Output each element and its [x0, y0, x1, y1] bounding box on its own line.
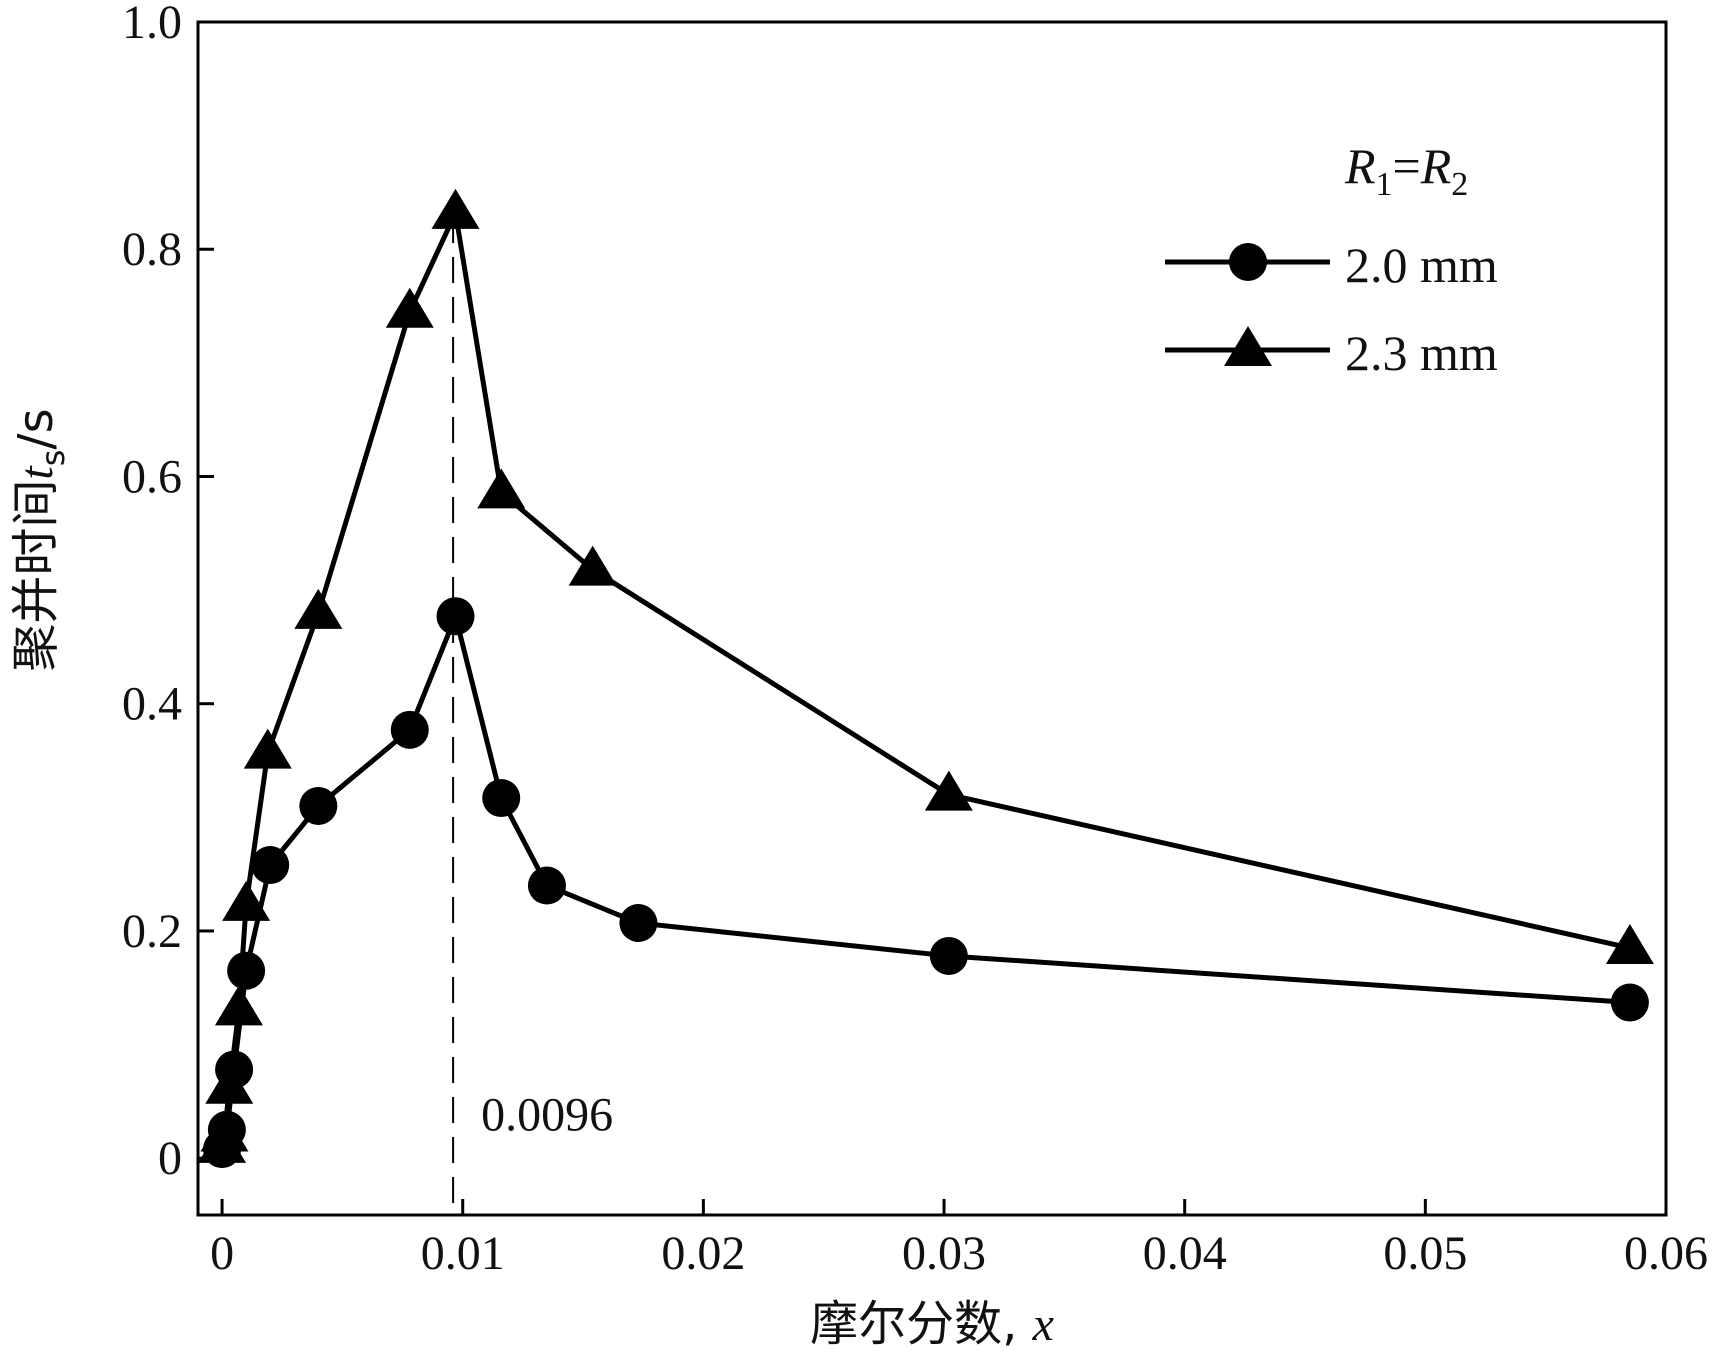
- data-point-series-2: [222, 880, 271, 921]
- data-point-series-2: [568, 545, 617, 586]
- annotation: 0.0096: [452, 217, 613, 1215]
- data-point-series-1: [390, 710, 429, 749]
- x-tick-label: 0: [210, 1227, 234, 1280]
- x-axis-title: 摩尔分数, x: [810, 1296, 1054, 1352]
- x-tick-label: 0.04: [1143, 1227, 1227, 1280]
- data-point-series-2: [200, 1111, 249, 1152]
- y-tick-label: 0: [158, 1132, 182, 1185]
- x-tick-label: 0.01: [421, 1227, 505, 1280]
- data-point-series-2: [477, 468, 526, 509]
- data-point-series-2: [1605, 923, 1654, 964]
- peak-reference-label: 0.0096: [481, 1089, 613, 1142]
- data-point-series-1: [1610, 983, 1649, 1022]
- data-point-series-1: [619, 903, 658, 942]
- y-tick-label: 1.0: [122, 0, 182, 49]
- x-tick-label: 0.03: [902, 1227, 986, 1280]
- legend-label-series-1: 2.0 mm: [1345, 237, 1498, 293]
- ticks: 0 0.01 0.02 0.03 0.04 0.05 0.06 0 0.2 0.4 0.6 0.8 1.…: [122, 0, 1708, 1280]
- x-tick-label: 0.06: [1624, 1227, 1708, 1280]
- data-point-series-1: [929, 936, 968, 975]
- data-point-series-2: [385, 287, 434, 328]
- data-point-series-2: [294, 588, 343, 629]
- data-point-series-2: [924, 770, 973, 811]
- data-point-series-1: [527, 866, 566, 905]
- legend-label-series-2: 2.3 mm: [1345, 325, 1498, 381]
- data-point-series-2: [431, 188, 480, 229]
- data-point-series-2: [205, 1063, 254, 1104]
- series-line-1: [219, 613, 1631, 1150]
- legend-marker-series-2: [1224, 326, 1272, 366]
- y-tick-label: 0.2: [122, 905, 182, 958]
- data-point-series-2: [214, 985, 263, 1026]
- data-point-series-2: [243, 728, 292, 769]
- plot-frame: [196, 20, 1668, 1217]
- legend-marker-series-1: [1229, 243, 1267, 281]
- legend: R1=R2 2.0 mm 2.3 mm: [1165, 138, 1498, 381]
- series-layer: [198, 188, 1654, 1169]
- data-point-series-1: [227, 951, 266, 990]
- data-point-series-1: [436, 597, 475, 636]
- data-point-series-1: [251, 846, 290, 885]
- x-tick-label: 0.05: [1383, 1227, 1467, 1280]
- data-point-series-1: [482, 779, 521, 818]
- legend-title: R1=R2: [1344, 138, 1468, 203]
- data-point-series-1: [299, 786, 338, 825]
- y-tick-label: 0.6: [122, 450, 182, 503]
- y-axis-title: 聚并时间ts/s: [8, 408, 72, 671]
- y-tick-label: 0.4: [122, 678, 182, 731]
- y-tick-label: 0.8: [122, 223, 182, 276]
- x-tick-label: 0.02: [661, 1227, 745, 1280]
